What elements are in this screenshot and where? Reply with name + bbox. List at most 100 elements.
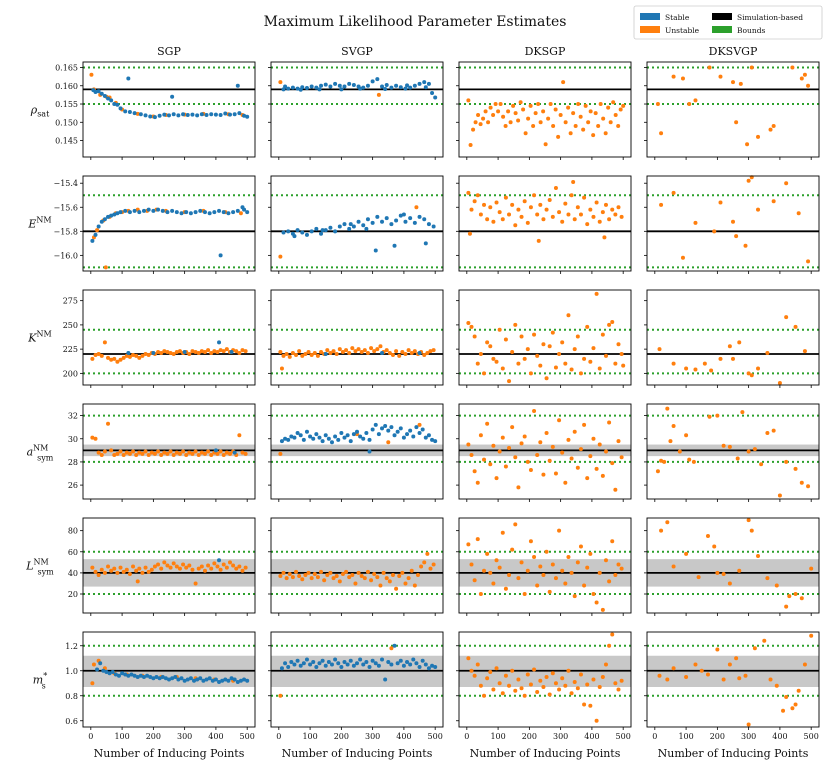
panel-rho-sat-dksgp xyxy=(456,61,632,160)
stable-point xyxy=(309,84,314,89)
unstable-point xyxy=(118,449,123,454)
unstable-point xyxy=(466,98,471,103)
unstable-point xyxy=(727,581,732,586)
unstable-point xyxy=(159,452,164,457)
unstable-point xyxy=(560,219,565,224)
stable-point xyxy=(170,208,175,213)
unstable-point xyxy=(513,688,518,693)
unstable-point xyxy=(553,471,558,476)
unstable-point xyxy=(303,573,308,577)
panel-frame xyxy=(646,631,820,728)
unstable-point xyxy=(485,421,490,426)
stable-point xyxy=(151,676,156,681)
unstable-point xyxy=(519,441,524,446)
stable-point xyxy=(182,678,187,683)
unstable-point xyxy=(174,564,179,569)
unstable-point xyxy=(699,668,704,673)
unstable-point xyxy=(193,449,198,454)
stable-point xyxy=(361,85,366,90)
unstable-point xyxy=(215,564,220,569)
unstable-point xyxy=(569,691,574,696)
stable-point xyxy=(398,213,403,218)
unstable-point xyxy=(187,563,192,568)
stable-point xyxy=(138,112,143,117)
stable-point xyxy=(351,224,356,229)
stable-point xyxy=(405,432,410,437)
unstable-point xyxy=(532,555,537,560)
stable-point xyxy=(384,216,389,221)
unstable-point xyxy=(491,581,496,586)
unstable-point xyxy=(303,351,308,356)
unstable-point xyxy=(749,528,754,533)
unstable-point xyxy=(431,562,436,567)
unstable-point xyxy=(557,351,562,356)
panel-l-sym-nm-dksvgp xyxy=(644,517,820,616)
unstable-point xyxy=(513,522,518,527)
unstable-point xyxy=(143,351,148,356)
unstable-point xyxy=(103,265,108,270)
stable-point xyxy=(375,77,380,82)
unstable-point xyxy=(378,344,383,349)
unstable-point xyxy=(522,592,527,596)
unstable-point xyxy=(344,569,349,574)
unstable-point xyxy=(693,662,698,667)
unstable-point xyxy=(603,449,608,454)
unstable-point xyxy=(583,103,588,108)
row-label-l-sym-nm: LNM sym xyxy=(25,558,54,577)
unstable-point xyxy=(118,565,123,570)
x-tick-label: 300 xyxy=(741,732,756,741)
stable-point xyxy=(423,435,428,440)
stable-point xyxy=(106,214,111,219)
unstable-point xyxy=(582,356,587,361)
unstable-point xyxy=(560,568,565,573)
unstable-point xyxy=(156,350,161,355)
unstable-point xyxy=(190,451,195,456)
unstable-point xyxy=(759,462,764,467)
legend-swatch-bounds xyxy=(712,26,732,33)
stable-point xyxy=(188,676,193,681)
stable-point xyxy=(403,219,408,224)
stable-point xyxy=(171,112,176,117)
unstable-point xyxy=(469,668,474,673)
unstable-point xyxy=(387,351,392,356)
unstable-point xyxy=(140,451,145,456)
stable-point xyxy=(417,665,422,669)
unstable-point xyxy=(237,433,242,438)
y-tick-label: 0.160 xyxy=(55,82,78,91)
unstable-point xyxy=(115,570,120,575)
stable-point xyxy=(146,207,151,212)
unstable-point xyxy=(588,551,593,556)
unstable-point xyxy=(613,112,618,117)
stable-point xyxy=(292,662,297,667)
unstable-point xyxy=(799,596,804,601)
unstable-point xyxy=(394,586,399,591)
unstable-point xyxy=(516,576,521,581)
unstable-point xyxy=(212,561,217,566)
stable-point xyxy=(336,437,341,442)
panel-frame xyxy=(82,631,256,728)
stable-point xyxy=(348,439,353,444)
unstable-point xyxy=(618,107,623,112)
stable-point xyxy=(286,665,291,669)
unstable-point xyxy=(390,352,395,357)
stable-point xyxy=(401,212,406,217)
unstable-point xyxy=(468,142,473,147)
stable-point xyxy=(242,677,247,682)
stable-point xyxy=(380,657,385,662)
unstable-point xyxy=(718,74,723,79)
unstable-point xyxy=(680,255,685,260)
panel-frame xyxy=(270,175,444,272)
stable-point xyxy=(209,112,214,117)
unstable-point xyxy=(412,349,417,354)
x-tick-label: 300 xyxy=(177,732,192,741)
unstable-point xyxy=(243,451,248,456)
unstable-point xyxy=(572,594,577,599)
unstable-point xyxy=(802,662,807,667)
stable-point xyxy=(279,439,284,444)
unstable-point xyxy=(221,452,226,457)
unstable-point xyxy=(350,573,355,577)
stable-point xyxy=(98,661,103,666)
unstable-point xyxy=(756,554,761,558)
unstable-point xyxy=(322,578,327,583)
unstable-point xyxy=(774,583,779,588)
